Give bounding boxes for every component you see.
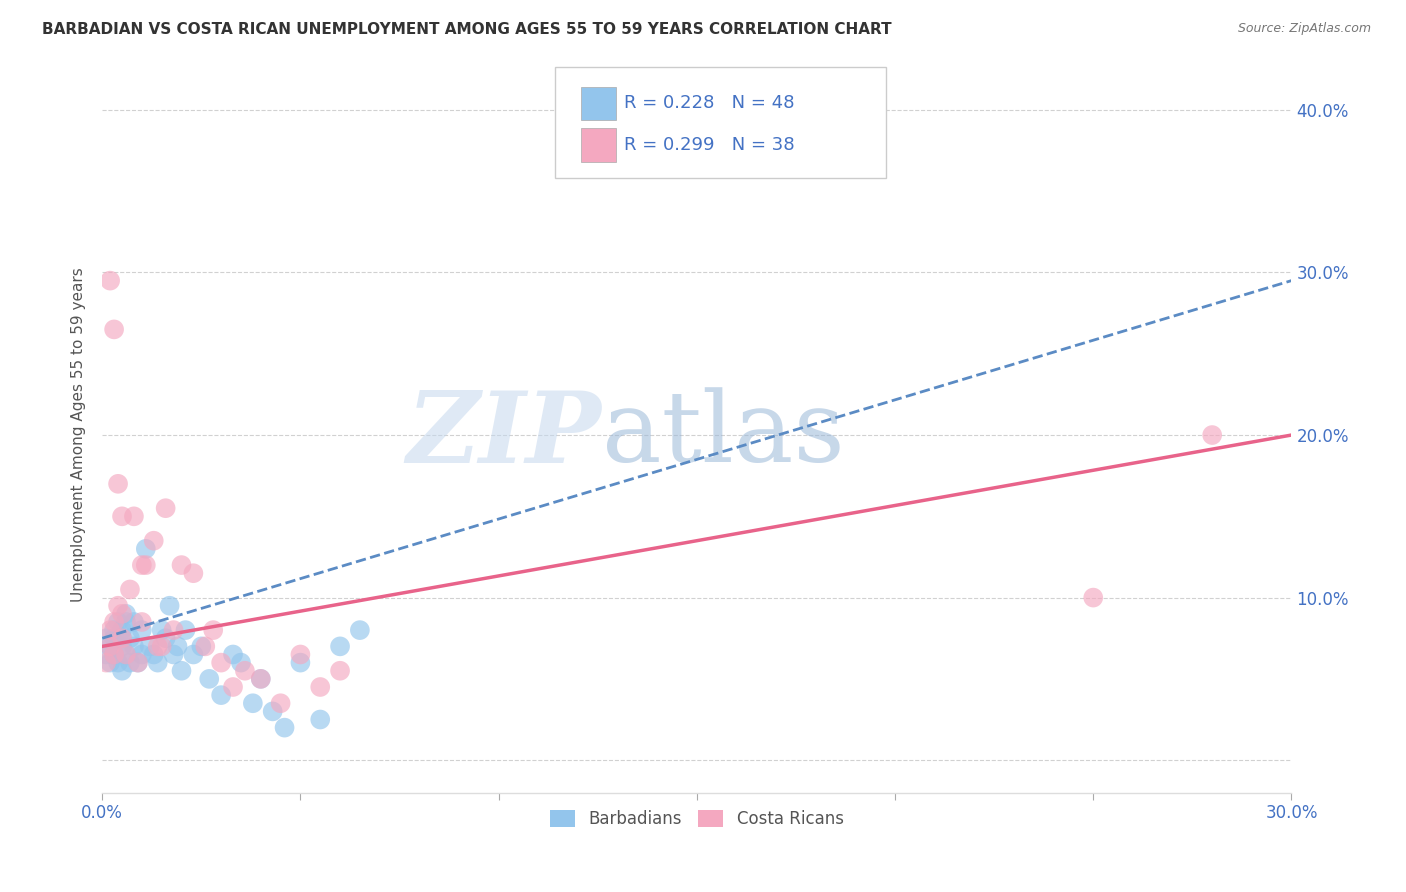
Point <box>98 623 121 637</box>
Point <box>209 656 232 670</box>
Point <box>183 566 205 581</box>
Point <box>170 664 193 678</box>
Point <box>146 656 169 670</box>
Point <box>249 672 271 686</box>
Point <box>115 648 138 662</box>
Point <box>142 648 165 662</box>
Point <box>222 648 245 662</box>
Point <box>329 640 352 654</box>
Point <box>96 632 118 646</box>
Point <box>107 599 129 613</box>
Point <box>122 509 145 524</box>
Point <box>118 582 141 597</box>
Point <box>98 274 121 288</box>
Point <box>309 713 332 727</box>
Point <box>103 648 125 662</box>
Point <box>1201 428 1223 442</box>
Point <box>242 696 264 710</box>
Text: R = 0.299   N = 38: R = 0.299 N = 38 <box>624 136 794 154</box>
Point <box>115 648 138 662</box>
Point <box>150 640 173 654</box>
Point <box>127 656 149 670</box>
Point <box>349 623 371 637</box>
Point <box>122 615 145 629</box>
Text: BARBADIAN VS COSTA RICAN UNEMPLOYMENT AMONG AGES 55 TO 59 YEARS CORRELATION CHAR: BARBADIAN VS COSTA RICAN UNEMPLOYMENT AM… <box>42 22 891 37</box>
Point <box>139 640 162 654</box>
Text: ZIP: ZIP <box>406 387 602 483</box>
Point <box>174 623 197 637</box>
Point <box>190 640 212 654</box>
Point <box>329 664 352 678</box>
Point <box>229 656 252 670</box>
Point <box>98 656 121 670</box>
Point <box>183 648 205 662</box>
Legend: Barbadians, Costa Ricans: Barbadians, Costa Ricans <box>543 803 851 834</box>
Point <box>290 648 312 662</box>
Point <box>131 623 153 637</box>
Text: Source: ZipAtlas.com: Source: ZipAtlas.com <box>1237 22 1371 36</box>
Y-axis label: Unemployment Among Ages 55 to 59 years: Unemployment Among Ages 55 to 59 years <box>72 268 86 602</box>
Point <box>155 501 177 516</box>
Point <box>290 656 312 670</box>
Point <box>249 672 271 686</box>
Point <box>262 705 284 719</box>
Point <box>96 656 118 670</box>
Point <box>162 623 184 637</box>
Point <box>135 558 157 573</box>
Point <box>122 640 145 654</box>
Point <box>115 615 138 629</box>
Point <box>107 615 129 629</box>
Text: R = 0.228   N = 48: R = 0.228 N = 48 <box>624 95 794 112</box>
Point <box>103 632 125 646</box>
Point <box>131 615 153 629</box>
Point <box>111 632 134 646</box>
Point <box>131 648 153 662</box>
Point <box>111 664 134 678</box>
Point <box>135 541 157 556</box>
Point <box>103 623 125 637</box>
Point <box>118 656 141 670</box>
Point <box>115 607 138 621</box>
Point <box>98 640 121 654</box>
Point <box>103 322 125 336</box>
Point <box>202 623 225 637</box>
Point <box>146 640 169 654</box>
Point <box>233 664 256 678</box>
Point <box>270 696 292 710</box>
Point <box>222 680 245 694</box>
Point <box>111 632 134 646</box>
Point <box>142 533 165 548</box>
Point <box>150 623 173 637</box>
Point <box>273 721 295 735</box>
Point <box>1083 591 1105 605</box>
Point <box>111 640 134 654</box>
Point <box>118 632 141 646</box>
Point <box>131 558 153 573</box>
Point <box>96 648 118 662</box>
Point <box>209 688 232 702</box>
Point <box>111 607 134 621</box>
Point <box>103 648 125 662</box>
Point <box>309 680 332 694</box>
Point <box>111 509 134 524</box>
Point <box>162 648 184 662</box>
Point <box>107 656 129 670</box>
Point <box>198 672 221 686</box>
Point <box>159 599 181 613</box>
Point <box>155 632 177 646</box>
Point <box>127 656 149 670</box>
Point <box>98 640 121 654</box>
Point <box>194 640 217 654</box>
Point <box>170 558 193 573</box>
Text: atlas: atlas <box>602 387 845 483</box>
Point <box>107 476 129 491</box>
Point <box>166 640 188 654</box>
Point <box>111 623 134 637</box>
Point <box>103 615 125 629</box>
